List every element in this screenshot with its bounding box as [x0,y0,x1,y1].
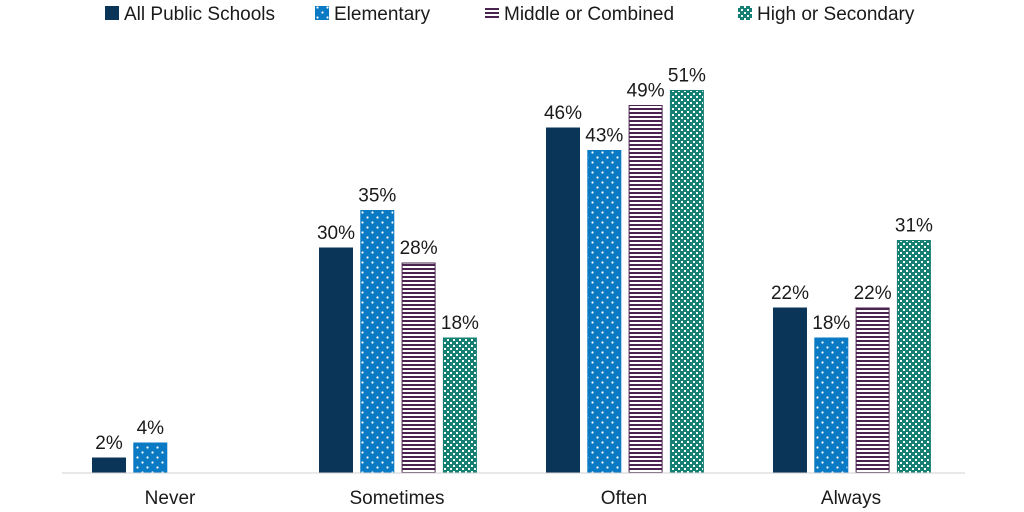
bar-always-high-or-secondary [896,240,931,474]
legend: All Public Schools Elementary Middle or Co… [105,4,915,25]
bar-always-elementary [814,337,849,474]
data-labels-group: 2%4%30%35%28%18%46%43%49%51%22%18%22%31% [95,66,933,455]
bar-sometimes-elementary [360,210,395,474]
data-label-often-high-or-secondary: 51% [668,66,706,87]
bar-sometimes-all-public-schools [319,247,353,474]
bar-always-middle-or-combined [855,307,890,474]
data-label-never-all-public-schools: 2% [95,433,123,454]
legend-label-all-public-schools: All Public Schools [124,4,275,25]
bar-never-all-public-schools [92,457,126,474]
bar-often-all-public-schools [546,127,580,474]
data-label-always-all-public-schools: 22% [771,283,809,304]
bars-group [92,90,931,474]
x-axis-label-often: Often [601,488,647,509]
data-label-often-all-public-schools: 46% [544,103,582,124]
data-label-sometimes-all-public-schools: 30% [317,223,355,244]
data-label-always-high-or-secondary: 31% [895,216,933,237]
legend-swatch-all-public-schools [105,6,119,20]
legend-label-elementary: Elementary [334,4,431,25]
bar-always-all-public-schools [773,307,807,474]
data-label-never-elementary: 4% [137,418,165,439]
bar-never-elementary [133,442,168,474]
bar-often-high-or-secondary [669,90,704,474]
legend-swatch-high-or-secondary [738,6,752,20]
data-label-always-middle-or-combined: 22% [854,283,892,304]
legend-label-high-or-secondary: High or Secondary [757,4,915,25]
data-label-sometimes-middle-or-combined: 28% [400,238,438,259]
data-label-often-elementary: 43% [585,126,623,147]
bar-sometimes-middle-or-combined [401,262,436,474]
legend-label-middle-or-combined: Middle or Combined [504,4,674,25]
x-axis-label-sometimes: Sometimes [349,488,444,509]
x-axis-labels: Never Sometimes Often Always [145,488,881,509]
bar-sometimes-high-or-secondary [442,337,477,474]
data-label-sometimes-high-or-secondary: 18% [441,313,479,334]
bar-often-middle-or-combined [628,105,663,474]
data-label-always-elementary: 18% [812,313,850,334]
x-axis-label-never: Never [145,488,196,509]
x-axis-label-always: Always [821,488,881,509]
data-label-sometimes-elementary: 35% [358,186,396,207]
bar-often-elementary [587,150,622,474]
data-label-often-middle-or-combined: 49% [627,81,665,102]
legend-swatch-elementary [315,6,329,20]
legend-swatch-middle-or-combined [485,6,499,20]
